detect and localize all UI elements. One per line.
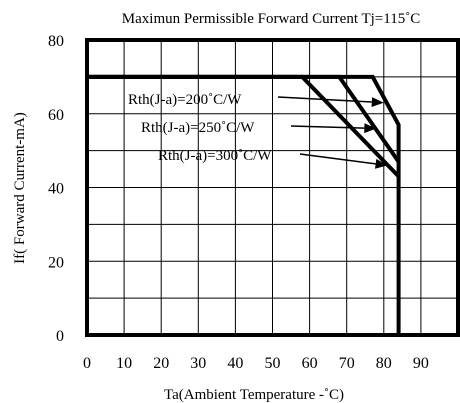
annotation-arrow-head (371, 97, 384, 107)
plot-border (85, 38, 460, 337)
chart-title: Maximun Permissible Forward Current Tj=1… (122, 11, 420, 27)
y-tick-label: 60 (48, 107, 64, 124)
y-tick-label: 80 (48, 33, 64, 50)
series-annotations: Rth(J-a)=200˚C/W Rth(J-a)=250˚C/W Rth(J-a)… (128, 92, 388, 169)
x-tick-label: 50 (265, 355, 281, 372)
annotation-arrow-head (364, 123, 377, 134)
plot-frame (85, 38, 460, 337)
x-tick-label: 30 (190, 355, 206, 372)
y-tick-label: 40 (48, 181, 64, 198)
x-tick-label: 70 (339, 355, 355, 372)
series-lines (87, 74, 401, 335)
series-label-1: Rth(J-a)=200˚C/W (128, 92, 242, 108)
series-line-1 (87, 74, 401, 335)
x-tick-label: 40 (227, 355, 243, 372)
y-axis-title: If( Forward Current-mA) (12, 112, 28, 264)
y-tick-label: 20 (48, 254, 64, 271)
series-label-3: Rth(J-a)=300˚C/W (158, 148, 272, 164)
annotation-arrow-line (277, 96, 372, 103)
series-label-2: Rth(J-a)=250˚C/W (141, 120, 255, 136)
annotation-arrow-line (290, 125, 365, 129)
series-line-3 (87, 74, 401, 178)
x-tick-labels: 0 10 20 30 40 50 60 70 80 90 (83, 355, 429, 372)
x-tick-label: 10 (116, 355, 132, 372)
x-tick-label: 90 (413, 355, 429, 372)
x-tick-label: 60 (302, 355, 318, 372)
annotation-arrow-line (299, 153, 376, 165)
grid-lines (87, 40, 458, 335)
annotation-arrow-head (375, 158, 388, 169)
x-tick-label: 0 (83, 355, 91, 372)
y-tick-labels: 0 20 40 60 80 (48, 33, 64, 345)
y-tick-label: 0 (56, 328, 64, 345)
x-axis-title: Ta(Ambient Temperature -˚C) (164, 387, 344, 403)
x-tick-label: 80 (376, 355, 392, 372)
x-tick-label: 20 (153, 355, 169, 372)
